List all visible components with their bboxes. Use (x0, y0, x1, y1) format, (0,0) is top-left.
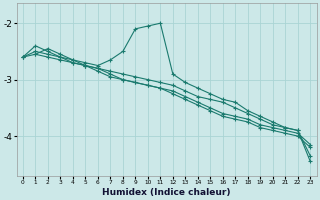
X-axis label: Humidex (Indice chaleur): Humidex (Indice chaleur) (102, 188, 231, 197)
